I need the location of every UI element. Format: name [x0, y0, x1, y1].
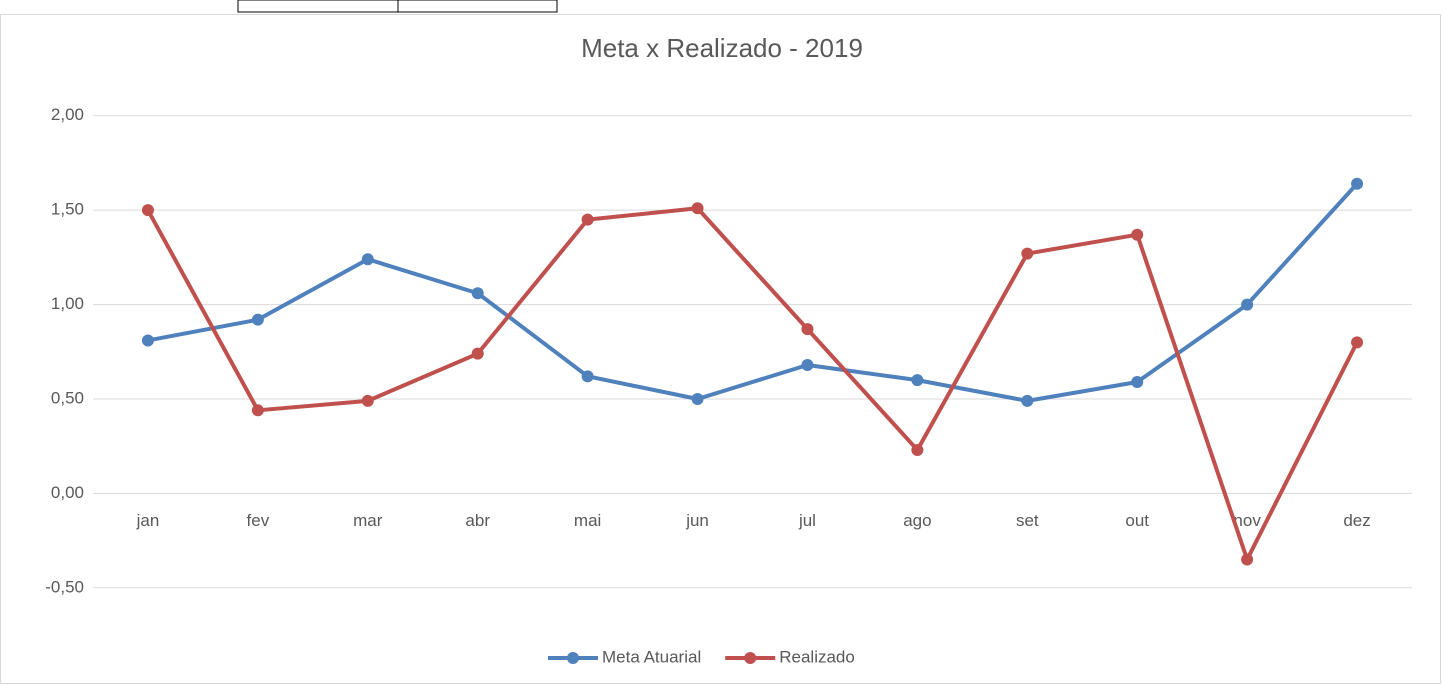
data-point — [911, 443, 924, 456]
data-point — [1131, 375, 1144, 388]
x-tick-label: dez — [1343, 511, 1370, 530]
legend-label: Realizado — [779, 647, 855, 666]
y-tick-label: 1,50 — [51, 200, 84, 219]
x-tick-label: jan — [136, 511, 160, 530]
x-tick-label: out — [1125, 511, 1149, 530]
y-tick-label: -0,50 — [45, 577, 84, 596]
data-point — [1241, 298, 1254, 311]
x-tick-label: jun — [685, 511, 709, 530]
data-point — [1131, 228, 1144, 241]
y-tick-label: 2,00 — [51, 105, 84, 124]
data-point — [1351, 336, 1364, 349]
data-point — [1351, 177, 1364, 190]
data-point — [141, 204, 154, 217]
table-cell — [237, 0, 399, 13]
x-tick-label: mai — [574, 511, 601, 530]
data-point — [141, 334, 154, 347]
data-point — [1021, 394, 1034, 407]
x-tick-label: mar — [353, 511, 383, 530]
data-point — [1021, 247, 1034, 260]
y-tick-label: 0,50 — [51, 388, 84, 407]
data-point — [251, 404, 264, 417]
table-cell — [397, 0, 558, 13]
legend-marker — [744, 652, 757, 664]
x-tick-label: nov — [1233, 511, 1261, 530]
y-tick-label: 0,00 — [51, 483, 84, 502]
series-line — [146, 206, 1359, 562]
x-tick-label: set — [1016, 511, 1039, 530]
data-point — [801, 358, 814, 371]
x-tick-label: abr — [465, 511, 490, 530]
series-line — [147, 182, 1359, 403]
chart-title: Meta x Realizado - 2019 — [581, 33, 863, 63]
data-point — [361, 394, 374, 407]
y-tick-label: 1,00 — [51, 294, 84, 313]
data-point — [361, 253, 374, 266]
x-tick-label: ago — [903, 511, 931, 530]
legend-label: Meta Atuarial — [602, 647, 701, 666]
data-point — [801, 323, 814, 336]
data-point — [911, 374, 924, 387]
data-point — [1241, 553, 1254, 566]
legend-marker — [567, 652, 579, 664]
data-point — [581, 370, 594, 383]
x-tick-label: fev — [247, 511, 270, 530]
data-point — [251, 313, 264, 326]
x-tick-label: jul — [798, 511, 816, 530]
data-point — [691, 202, 704, 215]
data-point — [581, 213, 594, 226]
data-point — [691, 392, 704, 405]
chart-border — [0, 14, 1441, 684]
data-point — [471, 287, 484, 300]
data-point — [471, 347, 484, 360]
